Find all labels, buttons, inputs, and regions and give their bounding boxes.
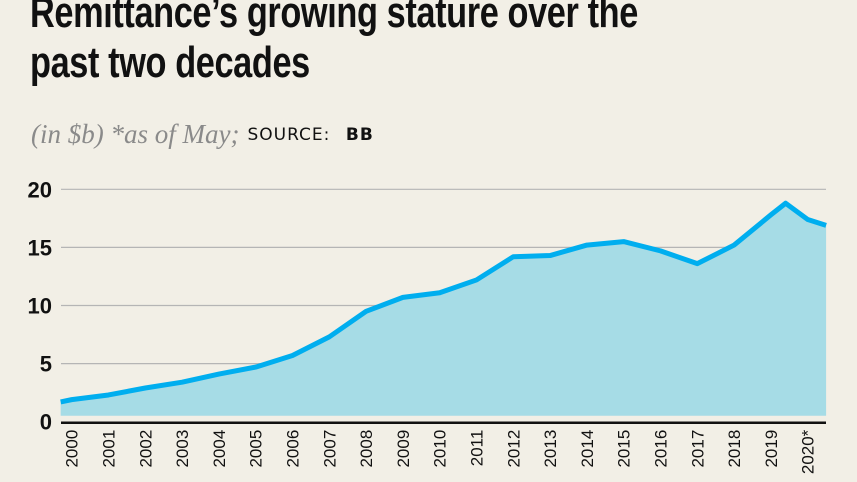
y-tick-label: 20 <box>28 177 52 202</box>
unit-note: (in $b) *as of May; <box>31 119 240 149</box>
chart-title: Remittance’s growing stature over the pa… <box>30 0 638 88</box>
chart-subtitle: (in $b) *as of May; SOURCE: BB <box>31 119 374 150</box>
area-fill <box>60 203 827 416</box>
x-tick-label: 2001 <box>100 430 119 468</box>
x-tick-label: 2008 <box>357 430 376 468</box>
x-tick-label: 2012 <box>504 430 523 468</box>
title-line-1: Remittance’s growing stature over the <box>30 0 638 37</box>
x-tick-label: 2004 <box>210 430 229 468</box>
x-tick-label: 2020* <box>799 429 818 474</box>
x-tick-label: 2015 <box>615 430 634 468</box>
x-tick-label: 2019 <box>762 430 781 468</box>
x-tick-label: 2013 <box>541 430 560 468</box>
series-line <box>60 200 827 405</box>
x-tick-label: 2009 <box>394 430 413 468</box>
x-tick-label: 2010 <box>431 430 450 468</box>
title-line-2: past two decades <box>30 38 310 87</box>
x-tick-label: 2002 <box>136 430 155 468</box>
x-tick-label: 2011 <box>468 430 487 467</box>
y-tick-label: 10 <box>28 294 52 319</box>
x-tick-label: 2000 <box>63 430 82 468</box>
x-tick-label: 2007 <box>320 430 339 468</box>
x-tick-label: 2017 <box>688 430 707 468</box>
x-tick-label: 2014 <box>578 430 597 468</box>
x-tick-label: 2016 <box>652 430 671 468</box>
source-label: SOURCE: <box>247 125 331 145</box>
y-tick-label: 5 <box>40 352 52 377</box>
x-tick-label: 2003 <box>173 430 192 468</box>
x-tick-label: 2006 <box>284 430 303 468</box>
x-tick-label: 2005 <box>247 430 266 468</box>
y-tick-label: 15 <box>28 235 52 260</box>
x-tick-label: 2018 <box>725 430 744 468</box>
source-value: BB <box>345 125 374 145</box>
y-tick-label: 0 <box>40 410 52 435</box>
